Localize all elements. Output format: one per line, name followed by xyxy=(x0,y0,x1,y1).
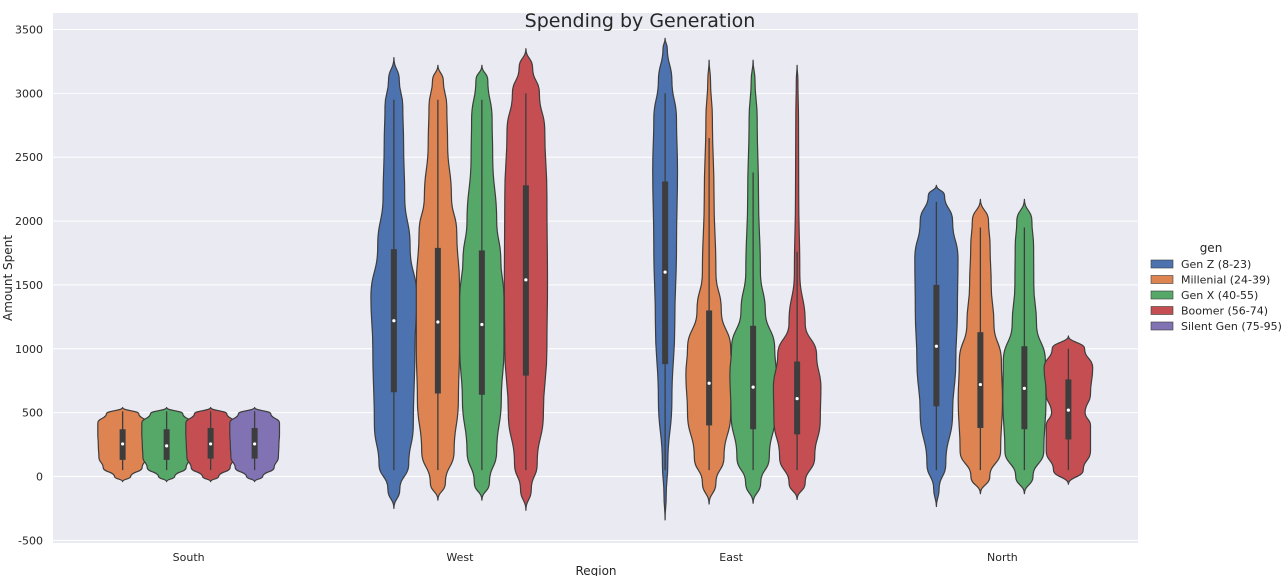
legend-entry: Gen Z (8-23) xyxy=(1181,258,1251,271)
x-tick-label: East xyxy=(719,551,743,564)
y-axis-label: Amount Spent xyxy=(1,235,15,321)
violin-median xyxy=(480,322,484,327)
legend-swatch xyxy=(1150,275,1174,284)
legend-entry: Boomer (56-74) xyxy=(1181,305,1268,318)
violin xyxy=(97,406,149,483)
legend-swatch xyxy=(1150,306,1174,315)
legend-swatch xyxy=(1150,259,1174,269)
y-tick-label: 1500 xyxy=(15,279,43,292)
y-tick-label: 500 xyxy=(22,407,43,420)
legend-entry: Gen X (40-55) xyxy=(1181,289,1258,302)
violin xyxy=(772,64,822,501)
violin-median xyxy=(436,320,440,324)
x-tick-label: South xyxy=(173,551,205,564)
legend-swatch xyxy=(1150,321,1174,331)
violin-iqr-box xyxy=(977,332,984,428)
legend: gen Gen Z (8-23) Millenial (24-39) Gen X (… xyxy=(1150,241,1281,333)
violin xyxy=(1043,335,1094,485)
x-tick-label: West xyxy=(446,551,474,564)
violin-median xyxy=(1066,408,1070,412)
violin-iqr-box xyxy=(750,325,757,430)
violin-median xyxy=(392,319,396,323)
y-tick-label: 3000 xyxy=(15,87,43,100)
y-tick-label: 2500 xyxy=(15,151,43,164)
x-tick-label: North xyxy=(987,551,1018,564)
violin xyxy=(415,64,461,501)
y-tick-label: 3500 xyxy=(15,24,43,37)
y-tick-label: 2000 xyxy=(15,215,43,228)
violin xyxy=(370,56,418,509)
violin xyxy=(652,37,679,521)
violin xyxy=(185,406,237,483)
y-tick-labels: -500 0 500 1000 1500 2000 2500 3000 3500 xyxy=(15,24,43,548)
violin xyxy=(459,64,505,501)
legend-entry: Millenial (24-39) xyxy=(1181,274,1270,287)
legend-swatch xyxy=(1150,290,1174,300)
violin xyxy=(229,406,281,483)
violin xyxy=(503,48,549,511)
x-tick-labels: South West East North xyxy=(173,551,1018,564)
violin-median xyxy=(253,442,257,446)
violin-iqr-box xyxy=(478,250,485,395)
violin xyxy=(1002,198,1047,495)
legend-title: gen xyxy=(1200,241,1223,255)
violins xyxy=(97,37,1094,521)
violin-median xyxy=(524,278,528,282)
violin-median xyxy=(1022,386,1026,390)
y-tick-label: -500 xyxy=(18,534,43,547)
y-tick-label: 1000 xyxy=(15,343,43,356)
violin-median xyxy=(707,381,711,385)
chart-title: Spending by Generation xyxy=(525,10,756,32)
legend-entry: Silent Gen (75-95) xyxy=(1181,320,1281,333)
violin-median xyxy=(751,385,755,389)
violin-median xyxy=(934,344,938,348)
violin-median xyxy=(795,396,799,401)
violin-median xyxy=(663,270,667,274)
gridlines xyxy=(53,29,1138,541)
x-axis-label: Region xyxy=(575,564,616,576)
violin-median xyxy=(209,442,213,446)
y-tick-label: 0 xyxy=(36,471,43,484)
violin xyxy=(141,406,193,483)
violin xyxy=(914,184,959,508)
violin-median xyxy=(165,444,169,448)
violin-median xyxy=(978,382,982,387)
violin-median xyxy=(121,442,125,446)
violin-iqr-box xyxy=(706,310,713,426)
